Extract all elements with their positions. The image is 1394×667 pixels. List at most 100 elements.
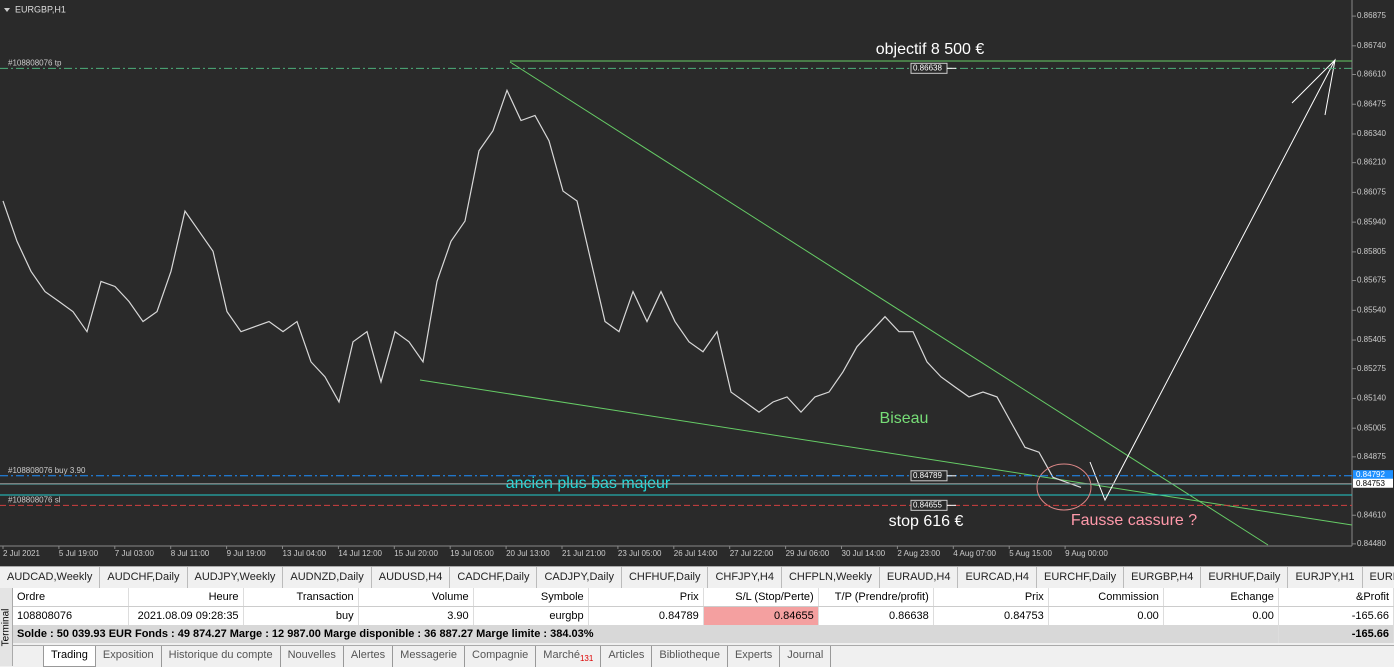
cell: 3.90 [358,606,474,625]
balance-row: Solde : 50 039.93 EUR Fonds : 49 874.27 … [13,625,1394,643]
x-tick-label: 20 Jul 13:00 [506,549,550,558]
bottom-tab[interactable]: Trading [43,646,96,667]
column-header[interactable]: Echange [1163,588,1279,607]
order-row[interactable]: 108808076 2021.08.09 09:28:35 buy 3.90 eurgb… [13,606,1394,625]
x-tick-label: 26 Jul 14:00 [674,549,718,558]
symbol-tab[interactable]: AUDCHF,Daily [100,567,188,588]
bottom-tab[interactable]: Messagerie [393,646,466,667]
column-header[interactable]: Symbole [473,588,589,607]
chart-background [0,0,1394,566]
bottom-tab[interactable]: Compagnie [465,646,537,667]
y-tick-label: 0.84610 [1357,510,1386,519]
wedge-upper [509,61,1269,546]
column-header[interactable]: Volume [358,588,474,607]
order-label: #108808076 tp [8,58,62,67]
projection-arrow [1089,59,1336,502]
symbol-tab[interactable]: EURAUD,H4 [880,567,959,588]
y-tick-label: 0.85940 [1357,217,1386,226]
cell: 2021.08.09 09:28:35 [128,606,244,625]
x-tick-label: 14 Jul 12:00 [338,549,382,558]
x-tick-label: 4 Aug 07:00 [953,549,996,558]
symbol-tab[interactable]: AUDUSD,H4 [372,567,451,588]
column-header[interactable]: Ordre [13,588,129,607]
x-tick-label: 21 Jul 21:00 [562,549,606,558]
symbol-tab[interactable]: AUDCAD,Weekly [0,567,101,588]
y-tick-label: 0.84480 [1357,539,1386,548]
column-header[interactable]: &Profit [1278,588,1394,607]
highlight-circle [1036,463,1092,511]
y-tick-label: 0.85675 [1357,276,1386,285]
bottom-tab[interactable]: Articles [601,646,653,667]
y-tick-label: 0.85140 [1357,394,1386,403]
x-tick-label: 29 Jul 06:00 [786,549,830,558]
symbol-tab[interactable]: CHFHUF,Daily [622,567,709,588]
bottom-tab[interactable]: Historique du compte [162,646,281,667]
x-tick-label: 5 Jul 19:00 [59,549,99,558]
menu-arrow[interactable] [4,8,10,12]
column-header[interactable]: S/L (Stop/Perte) [703,588,819,607]
orders-table: Ordre Heure Transaction Volume Symbole Prix S/… [13,588,1394,643]
price-label: 0.84789 [913,471,942,480]
x-tick-label: 9 Jul 19:00 [227,549,267,558]
x-tick-label: 7 Jul 03:00 [115,549,155,558]
column-header[interactable]: Prix [588,588,704,607]
order-label: #108808076 buy 3.90 [8,466,86,475]
y-tick-label: 0.85805 [1357,247,1386,256]
symbol-tab[interactable]: EURCHF,Daily [1037,567,1125,588]
column-header[interactable]: Commission [1048,588,1164,607]
y-tick-label: 0.85005 [1357,423,1386,432]
symbol-tab[interactable]: CHFJPY,H4 [708,567,782,588]
y-tick-label: 0.86210 [1357,158,1386,167]
symbol-tab[interactable]: EURGBP,H4 [1124,567,1202,588]
bottom-tab[interactable]: Nouvelles [281,646,344,667]
cell: 0.84753 [933,606,1049,625]
price-label: 0.86638 [913,63,942,72]
x-tick-label: 23 Jul 05:00 [618,549,662,558]
bottom-tab[interactable]: Bibliotheque [652,646,728,667]
bottom-tab[interactable]: Experts [728,646,781,667]
annotation: objectif 8 500 € [876,41,985,58]
y-tick-label: 0.86075 [1357,188,1386,197]
header-row: Ordre Heure Transaction Volume Symbole Prix S/… [13,588,1394,607]
y-tick-label: 0.86475 [1357,99,1386,108]
y-tick-label: 0.86340 [1357,129,1386,138]
bottom-tab[interactable]: Alertes [344,646,394,667]
symbol-tab[interactable]: EURJPY,H1 [1288,567,1363,588]
column-header[interactable]: Heure [128,588,244,607]
cell: buy [243,606,359,625]
column-header[interactable]: Prix [933,588,1049,607]
y-tick-label: 0.86740 [1357,41,1386,50]
bid-label: 0.84753 [1356,479,1385,488]
column-header[interactable]: Transaction [243,588,359,607]
symbol-tab[interactable]: AUDJPY,Weekly [188,567,284,588]
symbol-tab[interactable]: CADCHF,Daily [450,567,538,588]
y-tick-label: 0.85405 [1357,335,1386,344]
badge: 131 [579,654,594,664]
symbol-tab[interactable]: EURCAD,H4 [958,567,1038,588]
bottom-tabs: Trading Exposition Historique du compte Nou… [13,645,1394,667]
symbol-tab[interactable]: EURNO [1363,567,1394,588]
symbol-tab[interactable]: EURHUF,Daily [1201,567,1289,588]
symbol-tab[interactable]: CHFPLN,Weekly [782,567,880,588]
chart: EURGBP,H1 objectif 8 500 € Biseau ancien… [0,0,1394,566]
side-label: Terminal [0,608,12,647]
x-tick-label: 13 Jul 04:00 [283,549,327,558]
x-tick-label: 2 Aug 23:00 [897,549,940,558]
symbol-tabs: AUDCAD,Weekly AUDCHF,Daily AUDJPY,Weekly AU… [0,566,1394,588]
wedge-lower [419,379,1353,526]
cell: 108808076 [13,606,129,625]
cell: 0.84655 [703,606,819,625]
y-tick-label: 0.86610 [1357,70,1386,79]
bottom-tab[interactable]: Exposition [96,646,162,667]
cell: 0.86638 [818,606,934,625]
terminal-side: Terminal [0,588,13,666]
bottom-tab[interactable]: Marché131 [536,646,602,667]
column-header[interactable]: T/P (Prendre/profit) [818,588,934,607]
x-tick-label: 27 Jul 22:00 [730,549,774,558]
symbol-tab[interactable]: CADJPY,Daily [537,567,622,588]
arrow-head [1291,58,1336,116]
symbol-tab[interactable]: AUDNZD,Daily [283,567,372,588]
bottom-tab[interactable]: Journal [780,646,832,667]
price-label: 0.84655 [913,500,942,509]
y-tick-label: 0.86875 [1357,11,1386,20]
